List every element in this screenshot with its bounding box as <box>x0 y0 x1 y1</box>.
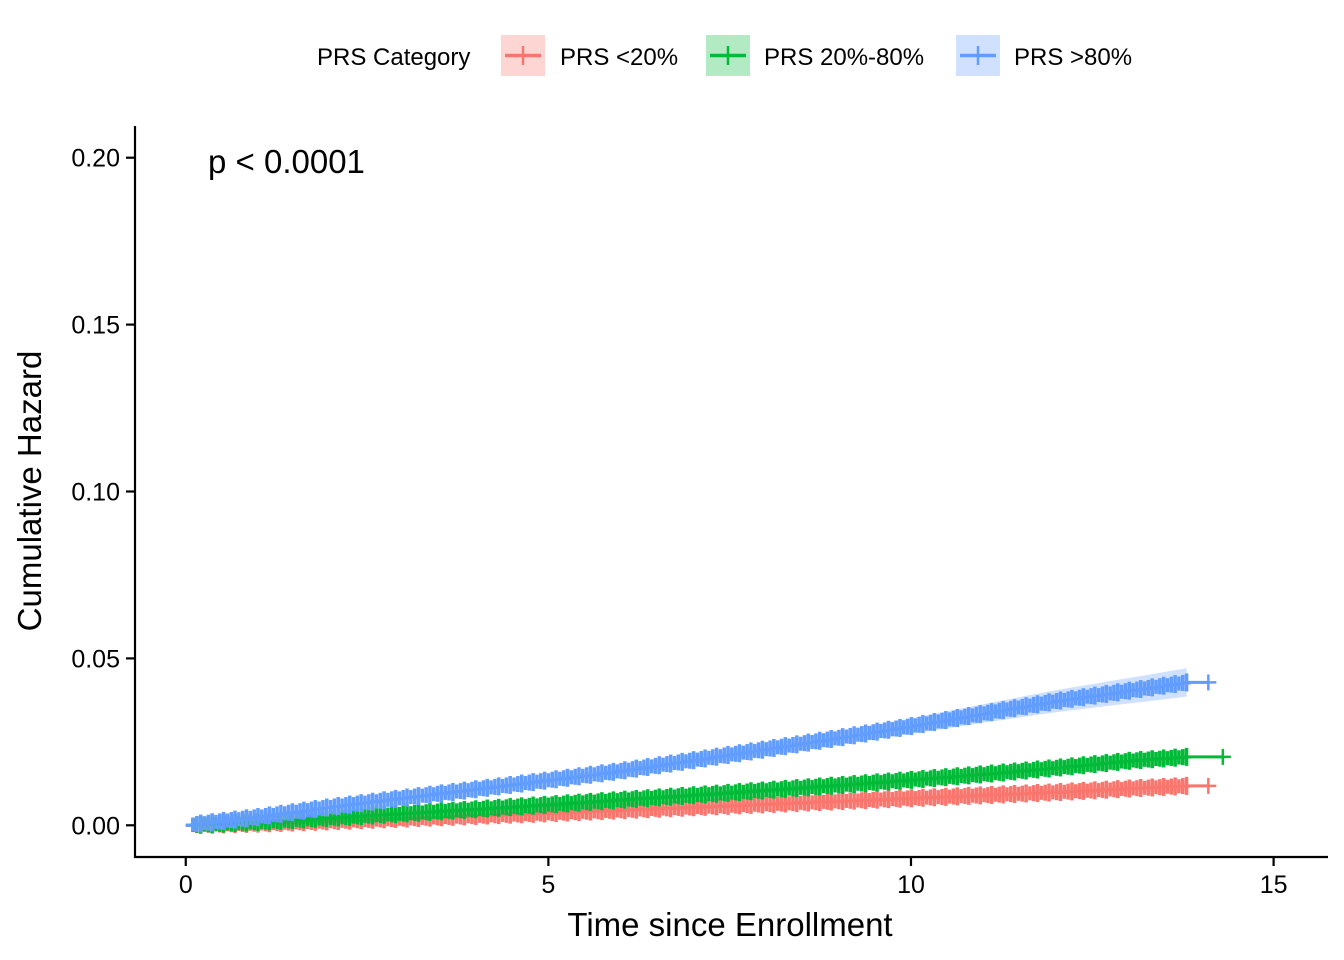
series-3 <box>185 668 1217 833</box>
legend-key-prs-20-80 <box>706 35 750 76</box>
y-tick-label: 0.15 <box>71 312 120 340</box>
y-axis-ticks: 0.00 0.05 0.10 0.15 0.20 <box>71 145 135 840</box>
y-tick-label: 0.20 <box>71 145 120 173</box>
legend-label-prs-lt20: PRS <20% <box>560 44 678 71</box>
censor-marks <box>191 673 1189 833</box>
plot-area <box>185 668 1231 834</box>
p-value-annotation: p < 0.0001 <box>208 143 365 180</box>
legend-label-prs-20-80: PRS 20%-80% <box>764 44 924 71</box>
x-tick-label: 5 <box>541 871 555 899</box>
x-tick-label: 15 <box>1260 871 1288 899</box>
y-tick-label: 0.00 <box>71 812 120 840</box>
x-tick-label: 0 <box>179 871 193 899</box>
series-2 <box>185 747 1231 834</box>
y-tick-label: 0.05 <box>71 645 120 673</box>
legend: PRS Category PRS <20% PRS 20%-80% PRS >8… <box>317 35 1132 76</box>
censor-marks <box>191 747 1189 834</box>
legend-key-prs-gt80 <box>956 35 1000 76</box>
y-tick-label: 0.10 <box>71 479 120 507</box>
legend-label-prs-gt80: PRS >80% <box>1014 44 1132 71</box>
x-axis-ticks: 0 5 10 15 <box>179 857 1288 899</box>
legend-key-prs-lt20 <box>501 35 545 76</box>
y-axis-title: Cumulative Hazard <box>11 351 48 632</box>
x-tick-label: 10 <box>897 871 925 899</box>
x-axis-title: Time since Enrollment <box>567 906 892 943</box>
legend-title: PRS Category <box>317 44 470 71</box>
